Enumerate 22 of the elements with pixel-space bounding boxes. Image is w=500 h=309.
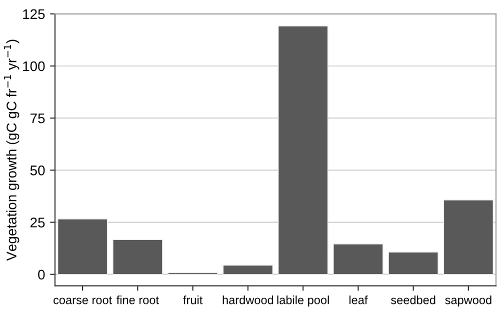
bar [57, 218, 108, 275]
x-tick-label: fine root [116, 296, 159, 304]
x-tick-label: seedbed [390, 296, 436, 304]
bar [278, 26, 328, 275]
y-tick-label: 75 [30, 114, 45, 124]
bar [112, 239, 163, 275]
y-tick-label: 100 [23, 61, 45, 72]
x-tick-label: leaf [349, 296, 368, 304]
y-tick-label: 125 [23, 9, 45, 20]
y-tick-label: 25 [30, 218, 45, 228]
x-tick-label: coarse root [54, 296, 112, 304]
bar [443, 200, 494, 275]
y-tick-label: 0 [38, 270, 45, 280]
x-tick-label: labile pool [277, 296, 329, 307]
y-axis-title: Vegetation growth (gC gC fr$^{−1}$ yr$^{−1}$) [4, 40, 20, 261]
bar [222, 264, 274, 275]
x-tick-label: sapwood [445, 296, 492, 307]
x-tick-label: fruit [183, 296, 203, 304]
x-tick-label: hardwood [222, 296, 274, 304]
y-tick-label: 50 [30, 166, 45, 176]
bar [388, 252, 439, 275]
bar [332, 244, 384, 275]
